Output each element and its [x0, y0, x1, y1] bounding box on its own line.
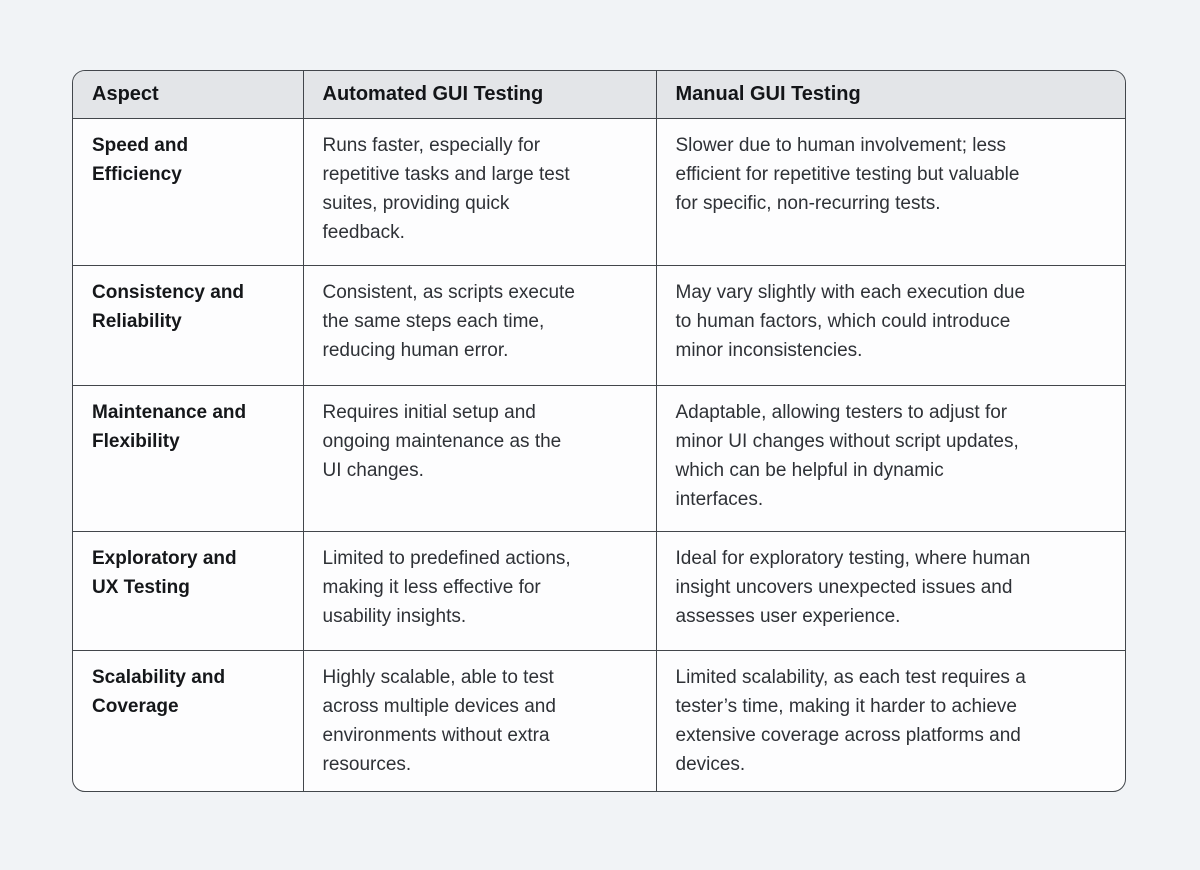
table-row: Maintenance and Flexibility Requires ini… — [73, 385, 1125, 532]
gui-testing-comparison-table: Aspect Automated GUI Testing Manual GUI … — [73, 71, 1125, 791]
cell-aspect: Exploratory and UX Testing — [73, 531, 304, 651]
automated-text: Requires initial setup and ongoing maint… — [322, 401, 562, 481]
cell-manual: Ideal for exploratory testing, where hum… — [656, 531, 1125, 651]
manual-text: Ideal for exploratory testing, where hum… — [675, 547, 1031, 627]
manual-text: Slower due to human involvement; less ef… — [675, 134, 1020, 214]
table-row: Consistency and Reliability Consistent, … — [73, 265, 1125, 386]
automated-text: Runs faster, especially for repetitive t… — [322, 134, 570, 243]
table-row: Exploratory and UX Testing Limited to pr… — [73, 531, 1125, 651]
header-label-automated: Automated GUI Testing — [322, 82, 544, 105]
manual-text: May vary slightly with each execution du… — [675, 281, 1026, 361]
header-cell-automated: Automated GUI Testing — [303, 71, 657, 119]
automated-text: Highly scalable, able to test across mul… — [322, 666, 556, 775]
aspect-label: Exploratory and UX Testing — [92, 547, 237, 598]
header-cell-aspect: Aspect — [73, 71, 304, 119]
cell-automated: Requires initial setup and ongoing maint… — [303, 385, 657, 532]
aspect-label: Scalability and Coverage — [92, 666, 226, 717]
cell-aspect: Consistency and Reliability — [73, 265, 304, 386]
cell-manual: Limited scalability, as each test requir… — [656, 650, 1125, 791]
automated-text: Limited to predefined actions, making it… — [322, 547, 571, 627]
cell-manual: Slower due to human involvement; less ef… — [656, 118, 1125, 266]
automated-text: Consistent, as scripts execute the same … — [322, 281, 575, 361]
comparison-table: Aspect Automated GUI Testing Manual GUI … — [72, 70, 1126, 792]
cell-aspect: Maintenance and Flexibility — [73, 385, 304, 532]
header-label-aspect: Aspect — [92, 82, 159, 105]
cell-manual: Adaptable, allowing testers to adjust fo… — [656, 385, 1125, 532]
table-row: Scalability and Coverage Highly scalable… — [73, 650, 1125, 791]
cell-automated: Consistent, as scripts execute the same … — [303, 265, 657, 386]
aspect-label: Consistency and Reliability — [92, 281, 245, 332]
cell-automated: Highly scalable, able to test across mul… — [303, 650, 657, 791]
cell-aspect: Speed and Efficiency — [73, 118, 304, 266]
header-label-manual: Manual GUI Testing — [675, 82, 861, 105]
table-row: Speed and Efficiency Runs faster, especi… — [73, 118, 1125, 266]
cell-automated: Limited to predefined actions, making it… — [303, 531, 657, 651]
manual-text: Adaptable, allowing testers to adjust fo… — [675, 401, 1019, 510]
manual-text: Limited scalability, as each test requir… — [675, 666, 1026, 775]
table-header-row: Aspect Automated GUI Testing Manual GUI … — [73, 71, 1125, 119]
cell-aspect: Scalability and Coverage — [73, 650, 304, 791]
aspect-label: Speed and Efficiency — [92, 134, 189, 185]
cell-automated: Runs faster, especially for repetitive t… — [303, 118, 657, 266]
header-cell-manual: Manual GUI Testing — [656, 71, 1125, 119]
aspect-label: Maintenance and Flexibility — [92, 401, 247, 452]
cell-manual: May vary slightly with each execution du… — [656, 265, 1125, 386]
